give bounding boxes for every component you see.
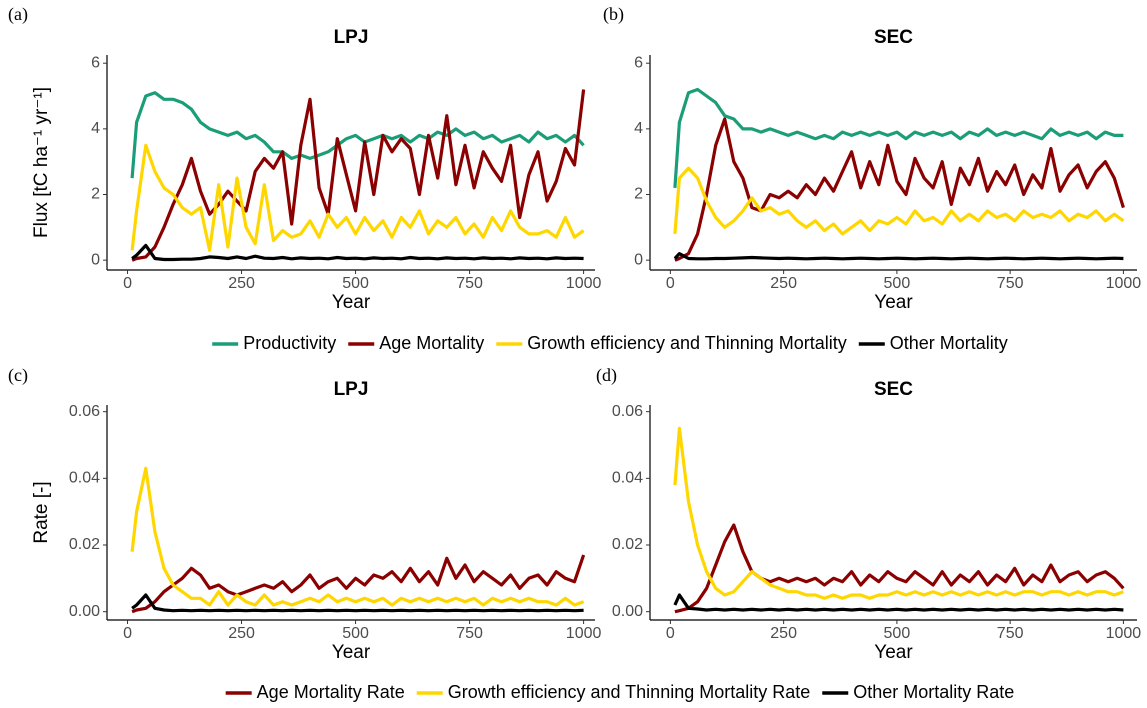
legend-label: Growth efficiency and Thinning Mortality	[527, 333, 847, 353]
x-tick-label: 250	[770, 275, 797, 292]
x-axis-label: Year	[874, 292, 913, 313]
x-tick-label: 1000	[1106, 275, 1142, 292]
legend-label: Age Mortality Rate	[257, 682, 405, 702]
series-line	[673, 426, 1124, 600]
chart-title: LPJ	[334, 379, 369, 400]
y-axis-label: Flux [tC ha⁻¹ yr⁻¹]	[31, 87, 52, 238]
series-line	[673, 87, 1124, 189]
series-line	[130, 143, 585, 252]
panel-label: (d)	[596, 365, 617, 386]
x-tick-label: 750	[456, 625, 483, 642]
x-tick-label: 500	[342, 275, 369, 292]
legend-label: Growth efficiency and Thinning Mortality…	[448, 682, 811, 702]
x-tick-label: 250	[228, 625, 255, 642]
panel-label: (b)	[603, 4, 624, 25]
y-tick-label: 6	[91, 54, 100, 71]
y-tick-label: 0	[634, 251, 643, 268]
x-tick-label: 0	[123, 275, 132, 292]
y-tick-label: 0.04	[612, 470, 643, 487]
y-tick-label: 4	[91, 120, 100, 137]
series-line	[130, 466, 585, 607]
x-axis-label: Year	[332, 292, 371, 313]
x-tick-label: 1000	[566, 275, 602, 292]
series-line	[673, 252, 1124, 261]
chart-title: SEC	[874, 379, 913, 400]
panel-label: (c)	[8, 365, 28, 386]
series-line	[131, 243, 584, 262]
x-tick-label: 1000	[1106, 625, 1142, 642]
y-tick-label: 4	[634, 120, 643, 137]
x-tick-label: 250	[770, 625, 797, 642]
panel-label: (a)	[8, 4, 28, 25]
y-axis-label: Rate [-]	[31, 481, 52, 543]
x-tick-label: 500	[884, 625, 911, 642]
x-tick-label: 750	[997, 275, 1024, 292]
y-tick-label: 6	[634, 54, 643, 71]
legend: Age Mortality Rate Growth efficiency and …	[225, 682, 1014, 702]
y-tick-label: 0	[91, 251, 100, 268]
series-line	[130, 91, 585, 179]
x-tick-label: 250	[228, 275, 255, 292]
legend-label: Age Mortality	[379, 333, 484, 353]
y-tick-label: 2	[91, 186, 100, 203]
series-line	[674, 117, 1125, 262]
chart-title: LPJ	[334, 27, 369, 48]
x-axis-label: Year	[332, 642, 371, 663]
x-tick-label: 0	[666, 625, 675, 642]
series-line	[131, 89, 586, 262]
y-tick-label: 0.04	[69, 470, 100, 487]
y-tick-label: 0.06	[612, 403, 643, 420]
series-line	[131, 593, 584, 613]
y-tick-label: 2	[634, 186, 643, 203]
x-tick-label: 750	[456, 275, 483, 292]
x-tick-label: 1000	[566, 625, 602, 642]
chart-title: SEC	[874, 27, 913, 48]
x-tick-label: 500	[342, 625, 369, 642]
series-line	[674, 523, 1125, 614]
y-tick-label: 0.06	[69, 403, 100, 420]
series-line	[673, 593, 1124, 612]
y-tick-label: 0.02	[612, 536, 643, 553]
y-tick-label: 0.02	[69, 536, 100, 553]
legend-label: Other Mortality	[890, 333, 1008, 353]
y-tick-label: 0.00	[612, 603, 643, 620]
legend-label: Productivity	[243, 333, 336, 353]
series-line	[673, 166, 1125, 236]
x-tick-label: 0	[666, 275, 675, 292]
x-tick-label: 500	[884, 275, 911, 292]
legend-label: Other Mortality Rate	[853, 682, 1014, 702]
series-line	[131, 554, 586, 614]
x-tick-label: 0	[123, 625, 132, 642]
y-tick-label: 0.00	[69, 603, 100, 620]
legend: Productivity Age Mortality Growth efficien…	[212, 333, 1008, 353]
x-axis-label: Year	[874, 642, 913, 663]
x-tick-label: 750	[997, 625, 1024, 642]
